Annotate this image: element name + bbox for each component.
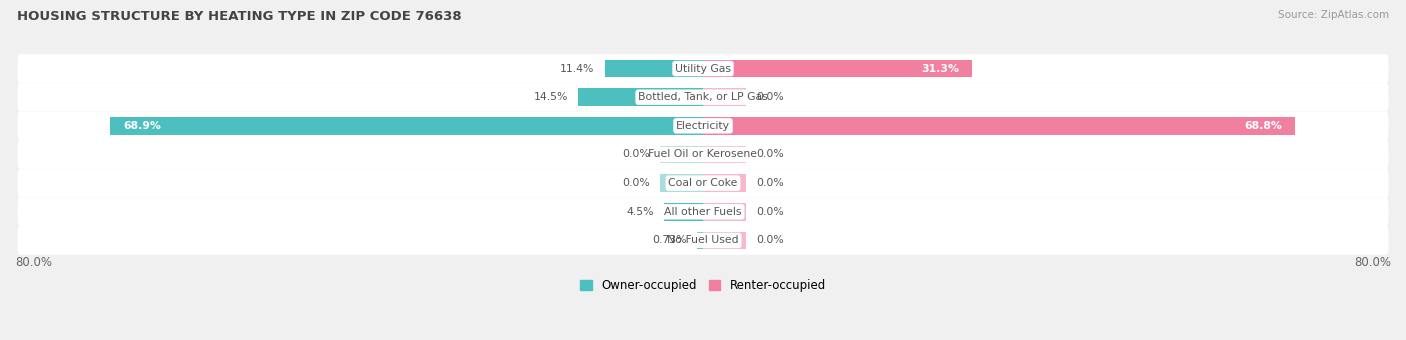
FancyBboxPatch shape [18, 198, 1388, 226]
FancyBboxPatch shape [18, 112, 1388, 140]
Text: Electricity: Electricity [676, 121, 730, 131]
FancyBboxPatch shape [18, 83, 1388, 112]
Bar [703, 203, 747, 221]
Bar [659, 174, 703, 192]
Text: 80.0%: 80.0% [15, 256, 52, 269]
Legend: Owner-occupied, Renter-occupied: Owner-occupied, Renter-occupied [575, 274, 831, 297]
Text: 0.0%: 0.0% [621, 178, 650, 188]
Bar [703, 88, 747, 106]
Bar [578, 88, 703, 106]
FancyBboxPatch shape [18, 226, 1388, 255]
Text: Source: ZipAtlas.com: Source: ZipAtlas.com [1278, 10, 1389, 20]
Bar [697, 232, 703, 249]
Text: Coal or Coke: Coal or Coke [668, 178, 738, 188]
FancyBboxPatch shape [18, 169, 1388, 198]
Text: No Fuel Used: No Fuel Used [668, 236, 738, 245]
Text: All other Fuels: All other Fuels [664, 207, 742, 217]
Bar [664, 203, 703, 221]
Bar [111, 117, 703, 135]
Text: 0.0%: 0.0% [621, 150, 650, 159]
Text: 68.8%: 68.8% [1244, 121, 1282, 131]
Text: 31.3%: 31.3% [921, 64, 959, 73]
Text: 4.5%: 4.5% [627, 207, 654, 217]
FancyBboxPatch shape [18, 140, 1388, 169]
Text: 11.4%: 11.4% [560, 64, 595, 73]
Text: 0.73%: 0.73% [652, 236, 686, 245]
Text: 0.0%: 0.0% [756, 236, 785, 245]
Text: 0.0%: 0.0% [756, 92, 785, 102]
Bar [703, 232, 747, 249]
Text: Utility Gas: Utility Gas [675, 64, 731, 73]
Bar [703, 117, 1295, 135]
Text: HOUSING STRUCTURE BY HEATING TYPE IN ZIP CODE 76638: HOUSING STRUCTURE BY HEATING TYPE IN ZIP… [17, 10, 461, 23]
Bar [659, 146, 703, 164]
FancyBboxPatch shape [18, 54, 1388, 83]
Text: 14.5%: 14.5% [534, 92, 568, 102]
Bar [703, 59, 972, 78]
Bar [605, 59, 703, 78]
Text: 0.0%: 0.0% [756, 178, 785, 188]
Bar [703, 174, 747, 192]
Bar [703, 146, 747, 164]
Text: 0.0%: 0.0% [756, 207, 785, 217]
Text: Fuel Oil or Kerosene: Fuel Oil or Kerosene [648, 150, 758, 159]
Text: 68.9%: 68.9% [124, 121, 162, 131]
Text: 0.0%: 0.0% [756, 150, 785, 159]
Text: 80.0%: 80.0% [1354, 256, 1391, 269]
Text: Bottled, Tank, or LP Gas: Bottled, Tank, or LP Gas [638, 92, 768, 102]
